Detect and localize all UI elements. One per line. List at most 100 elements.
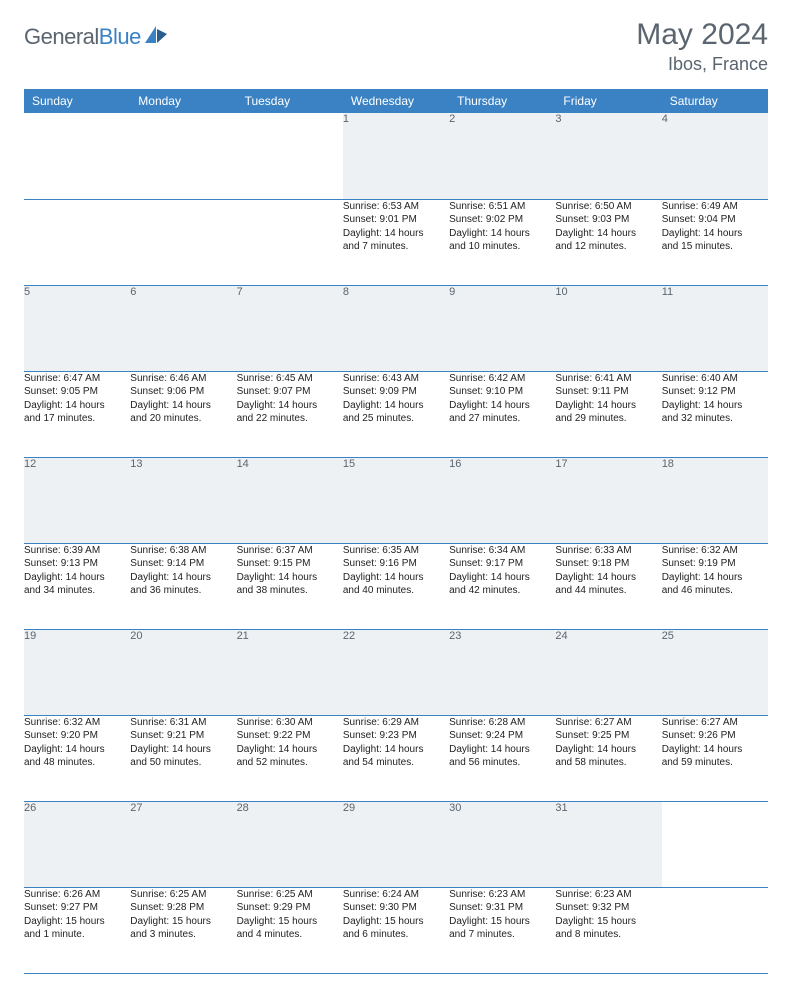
sunrise-text: Sunrise: 6:46 AM xyxy=(130,372,236,386)
sunset-text: Sunset: 9:22 PM xyxy=(237,729,343,743)
daylight-text-2: and 10 minutes. xyxy=(449,240,555,254)
day-number: 19 xyxy=(24,629,130,715)
daylight-text-2: and 22 minutes. xyxy=(237,412,343,426)
day-cell: Sunrise: 6:27 AMSunset: 9:26 PMDaylight:… xyxy=(662,715,768,801)
daylight-text-1: Daylight: 15 hours xyxy=(449,915,555,929)
sunset-text: Sunset: 9:17 PM xyxy=(449,557,555,571)
daylight-text-2: and 20 minutes. xyxy=(130,412,236,426)
sunrise-text: Sunrise: 6:47 AM xyxy=(24,372,130,386)
sunset-text: Sunset: 9:06 PM xyxy=(130,385,236,399)
daylight-text-1: Daylight: 14 hours xyxy=(449,227,555,241)
calendar-table: Sunday Monday Tuesday Wednesday Thursday… xyxy=(24,89,768,974)
sunrise-text: Sunrise: 6:23 AM xyxy=(555,888,661,902)
weekday-header: Friday xyxy=(555,89,661,113)
sunset-text: Sunset: 9:05 PM xyxy=(24,385,130,399)
day-number: 18 xyxy=(662,457,768,543)
day-cell: Sunrise: 6:32 AMSunset: 9:19 PMDaylight:… xyxy=(662,543,768,629)
sunset-text: Sunset: 9:28 PM xyxy=(130,901,236,915)
sunrise-text: Sunrise: 6:27 AM xyxy=(555,716,661,730)
weekday-header: Monday xyxy=(130,89,236,113)
daylight-text-2: and 44 minutes. xyxy=(555,584,661,598)
daylight-text-1: Daylight: 14 hours xyxy=(662,227,768,241)
day-number: 26 xyxy=(24,801,130,887)
daylight-text-1: Daylight: 14 hours xyxy=(237,743,343,757)
day-number: 27 xyxy=(130,801,236,887)
daylight-text-1: Daylight: 14 hours xyxy=(24,571,130,585)
day-number: 25 xyxy=(662,629,768,715)
sunset-text: Sunset: 9:07 PM xyxy=(237,385,343,399)
day-number: 17 xyxy=(555,457,661,543)
weekday-header: Thursday xyxy=(449,89,555,113)
sunset-text: Sunset: 9:30 PM xyxy=(343,901,449,915)
day-number: 14 xyxy=(237,457,343,543)
day-number: 12 xyxy=(24,457,130,543)
day-number-row: 12131415161718 xyxy=(24,457,768,543)
day-number: 20 xyxy=(130,629,236,715)
day-cell: Sunrise: 6:25 AMSunset: 9:29 PMDaylight:… xyxy=(237,887,343,973)
daylight-text-1: Daylight: 14 hours xyxy=(555,399,661,413)
day-cell: Sunrise: 6:46 AMSunset: 9:06 PMDaylight:… xyxy=(130,371,236,457)
daylight-text-2: and 58 minutes. xyxy=(555,756,661,770)
daylight-text-1: Daylight: 15 hours xyxy=(237,915,343,929)
day-number-row: 262728293031 xyxy=(24,801,768,887)
brand-part1: General xyxy=(24,24,99,49)
daylight-text-2: and 42 minutes. xyxy=(449,584,555,598)
daylight-text-2: and 7 minutes. xyxy=(449,928,555,942)
day-cell: Sunrise: 6:51 AMSunset: 9:02 PMDaylight:… xyxy=(449,199,555,285)
day-cell: Sunrise: 6:29 AMSunset: 9:23 PMDaylight:… xyxy=(343,715,449,801)
daylight-text-1: Daylight: 14 hours xyxy=(343,399,449,413)
sunset-text: Sunset: 9:20 PM xyxy=(24,729,130,743)
sunrise-text: Sunrise: 6:43 AM xyxy=(343,372,449,386)
day-cell: Sunrise: 6:53 AMSunset: 9:01 PMDaylight:… xyxy=(343,199,449,285)
day-number: 7 xyxy=(237,285,343,371)
sunrise-text: Sunrise: 6:37 AM xyxy=(237,544,343,558)
sunset-text: Sunset: 9:14 PM xyxy=(130,557,236,571)
daylight-text-2: and 8 minutes. xyxy=(555,928,661,942)
daylight-text-2: and 12 minutes. xyxy=(555,240,661,254)
daylight-text-2: and 6 minutes. xyxy=(343,928,449,942)
daylight-text-2: and 7 minutes. xyxy=(343,240,449,254)
day-cell: Sunrise: 6:23 AMSunset: 9:31 PMDaylight:… xyxy=(449,887,555,973)
daylight-text-1: Daylight: 14 hours xyxy=(343,227,449,241)
brand-text: GeneralBlue xyxy=(24,24,141,50)
daylight-text-2: and 48 minutes. xyxy=(24,756,130,770)
daylight-text-2: and 50 minutes. xyxy=(130,756,236,770)
daylight-text-1: Daylight: 14 hours xyxy=(343,743,449,757)
day-number: 9 xyxy=(449,285,555,371)
day-cell: Sunrise: 6:35 AMSunset: 9:16 PMDaylight:… xyxy=(343,543,449,629)
day-cell: Sunrise: 6:31 AMSunset: 9:21 PMDaylight:… xyxy=(130,715,236,801)
daylight-text-1: Daylight: 15 hours xyxy=(343,915,449,929)
day-cell: Sunrise: 6:25 AMSunset: 9:28 PMDaylight:… xyxy=(130,887,236,973)
sunrise-text: Sunrise: 6:34 AM xyxy=(449,544,555,558)
sunrise-text: Sunrise: 6:53 AM xyxy=(343,200,449,214)
daylight-text-2: and 34 minutes. xyxy=(24,584,130,598)
sunset-text: Sunset: 9:31 PM xyxy=(449,901,555,915)
day-content-row: Sunrise: 6:39 AMSunset: 9:13 PMDaylight:… xyxy=(24,543,768,629)
day-cell xyxy=(237,199,343,285)
day-cell: Sunrise: 6:43 AMSunset: 9:09 PMDaylight:… xyxy=(343,371,449,457)
day-cell: Sunrise: 6:28 AMSunset: 9:24 PMDaylight:… xyxy=(449,715,555,801)
daylight-text-2: and 15 minutes. xyxy=(662,240,768,254)
day-cell: Sunrise: 6:37 AMSunset: 9:15 PMDaylight:… xyxy=(237,543,343,629)
day-number xyxy=(130,113,236,199)
daylight-text-2: and 40 minutes. xyxy=(343,584,449,598)
daylight-text-2: and 56 minutes. xyxy=(449,756,555,770)
day-cell xyxy=(662,887,768,973)
day-cell: Sunrise: 6:26 AMSunset: 9:27 PMDaylight:… xyxy=(24,887,130,973)
sunrise-text: Sunrise: 6:50 AM xyxy=(555,200,661,214)
day-number: 8 xyxy=(343,285,449,371)
daylight-text-1: Daylight: 14 hours xyxy=(449,743,555,757)
day-cell: Sunrise: 6:27 AMSunset: 9:25 PMDaylight:… xyxy=(555,715,661,801)
weekday-header-row: Sunday Monday Tuesday Wednesday Thursday… xyxy=(24,89,768,113)
daylight-text-2: and 29 minutes. xyxy=(555,412,661,426)
daylight-text-1: Daylight: 14 hours xyxy=(237,571,343,585)
sunset-text: Sunset: 9:11 PM xyxy=(555,385,661,399)
daylight-text-2: and 3 minutes. xyxy=(130,928,236,942)
sunset-text: Sunset: 9:16 PM xyxy=(343,557,449,571)
day-cell: Sunrise: 6:45 AMSunset: 9:07 PMDaylight:… xyxy=(237,371,343,457)
title-block: May 2024 Ibos, France xyxy=(636,18,768,75)
day-cell: Sunrise: 6:38 AMSunset: 9:14 PMDaylight:… xyxy=(130,543,236,629)
day-number: 10 xyxy=(555,285,661,371)
daylight-text-2: and 32 minutes. xyxy=(662,412,768,426)
weekday-header: Saturday xyxy=(662,89,768,113)
